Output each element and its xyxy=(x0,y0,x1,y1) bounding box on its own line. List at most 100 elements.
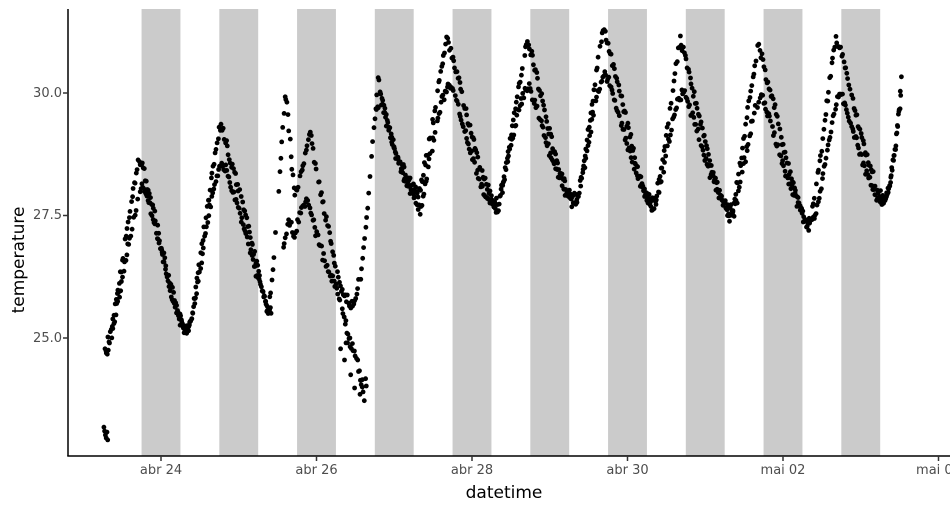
data-point xyxy=(841,59,847,65)
data-point xyxy=(287,136,293,142)
data-point xyxy=(830,55,835,61)
data-point xyxy=(435,115,441,121)
x-tick-label: abr 24 xyxy=(139,463,183,478)
data-point xyxy=(214,140,220,146)
data-point xyxy=(694,100,699,106)
data-point xyxy=(310,146,316,151)
data-point xyxy=(678,33,683,39)
data-point xyxy=(268,305,273,310)
data-point xyxy=(496,208,501,214)
data-point xyxy=(104,351,110,357)
data-point xyxy=(417,211,423,217)
data-point xyxy=(271,255,277,260)
data-point xyxy=(414,190,420,196)
data-point xyxy=(592,82,598,88)
data-point xyxy=(788,186,794,192)
data-point xyxy=(678,97,684,103)
data-point xyxy=(897,88,903,94)
data-point xyxy=(789,182,795,188)
data-point xyxy=(540,98,545,104)
data-point xyxy=(110,326,116,331)
data-point xyxy=(383,114,388,120)
data-point xyxy=(355,286,360,291)
data-point xyxy=(741,155,747,161)
shaded-night-band xyxy=(841,9,881,456)
data-point xyxy=(432,130,438,135)
data-point xyxy=(611,62,616,67)
data-point xyxy=(821,126,827,132)
data-point xyxy=(452,93,458,98)
data-point xyxy=(844,110,850,116)
data-point xyxy=(578,183,584,189)
data-point xyxy=(360,377,365,383)
data-point xyxy=(495,202,501,208)
data-point xyxy=(341,314,347,320)
data-point xyxy=(464,112,469,118)
data-point xyxy=(554,167,560,173)
data-point xyxy=(628,132,634,137)
data-point xyxy=(123,258,129,263)
data-point xyxy=(466,141,471,147)
data-point xyxy=(296,219,302,225)
data-point xyxy=(751,110,757,116)
data-point xyxy=(407,175,413,181)
data-point xyxy=(203,231,208,236)
data-point xyxy=(662,160,667,165)
data-point xyxy=(891,153,897,159)
data-point xyxy=(261,293,267,299)
data-point xyxy=(847,86,853,92)
data-point xyxy=(745,105,750,110)
data-point xyxy=(244,234,250,240)
data-point xyxy=(535,75,540,81)
data-point xyxy=(772,102,778,108)
data-point xyxy=(309,141,315,147)
data-point xyxy=(543,114,549,120)
data-point xyxy=(245,241,251,247)
data-point xyxy=(200,238,206,243)
data-point xyxy=(225,152,231,158)
data-point xyxy=(540,124,546,130)
data-point xyxy=(760,57,766,62)
data-point xyxy=(193,295,198,301)
data-point xyxy=(463,106,469,111)
data-point xyxy=(378,91,383,97)
data-point xyxy=(485,182,491,188)
data-point xyxy=(250,257,256,262)
data-point xyxy=(320,199,326,205)
data-point xyxy=(395,154,401,160)
data-point xyxy=(816,167,821,173)
data-point xyxy=(295,184,301,190)
data-point xyxy=(430,120,436,126)
data-point xyxy=(333,281,339,287)
data-point xyxy=(498,186,504,192)
data-point xyxy=(833,34,839,39)
data-point xyxy=(667,106,673,111)
data-point xyxy=(105,334,111,340)
data-point xyxy=(388,135,393,141)
data-point xyxy=(208,204,214,210)
data-point xyxy=(516,84,521,90)
data-point xyxy=(339,287,345,292)
x-tick-label: abr 26 xyxy=(295,463,338,478)
data-point xyxy=(739,169,745,175)
data-point xyxy=(861,141,867,147)
data-point xyxy=(121,268,127,274)
data-point xyxy=(342,357,347,363)
data-point xyxy=(689,85,695,91)
data-point xyxy=(551,161,557,167)
data-point xyxy=(448,45,454,51)
data-point xyxy=(756,41,762,47)
data-point xyxy=(532,97,538,103)
data-point xyxy=(688,75,693,81)
data-point xyxy=(129,226,135,232)
data-point xyxy=(268,310,274,316)
data-point xyxy=(247,229,252,235)
data-point xyxy=(612,98,618,103)
data-point xyxy=(691,89,697,95)
data-point xyxy=(856,145,861,151)
data-point xyxy=(450,54,456,60)
data-point xyxy=(588,129,594,135)
data-point xyxy=(301,161,307,167)
data-point xyxy=(139,181,145,187)
